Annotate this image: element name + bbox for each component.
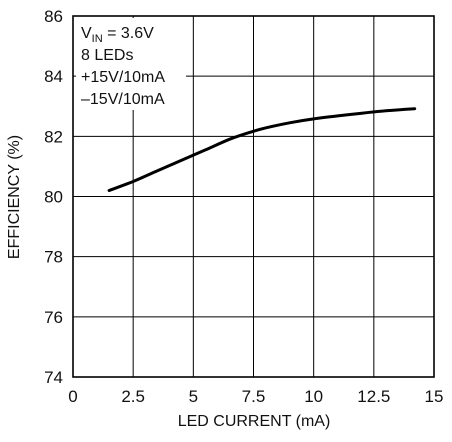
positive-rail-annotation: +15V/10mA	[81, 69, 165, 86]
x-tick-labels: 0 2.5 5 7.5 10 12.5 15	[68, 387, 443, 406]
y-axis-title: EFFICIENCY (%)	[6, 135, 23, 259]
efficiency-curve	[107, 107, 417, 192]
y-tick-label: 86	[44, 7, 63, 26]
plot-frame	[72, 15, 435, 378]
annotation-background	[76, 18, 186, 110]
x-tick-label: 7.5	[242, 387, 266, 406]
negative-rail-annotation: –15V/10mA	[81, 91, 165, 108]
x-tick-label: 2.5	[121, 387, 145, 406]
y-tick-label: 80	[44, 188, 63, 207]
y-tick-label: 78	[44, 248, 63, 267]
y-tick-label: 82	[44, 127, 63, 146]
x-tick-label: 0	[68, 387, 77, 406]
vin-annotation: VIN = 3.6V	[81, 25, 154, 45]
y-tick-label: 84	[44, 67, 63, 86]
x-tick-label: 15	[425, 387, 444, 406]
x-tick-label: 10	[304, 387, 323, 406]
y-tick-label: 74	[44, 368, 63, 387]
y-tick-labels: 74 76 78 80 82 84 86	[44, 7, 63, 387]
x-tick-label: 12.5	[357, 387, 390, 406]
led-count-annotation: 8 LEDs	[81, 47, 133, 64]
y-tick-label: 76	[44, 308, 63, 327]
x-axis-title: LED CURRENT (mA)	[178, 413, 331, 430]
x-tick-label: 5	[189, 387, 198, 406]
